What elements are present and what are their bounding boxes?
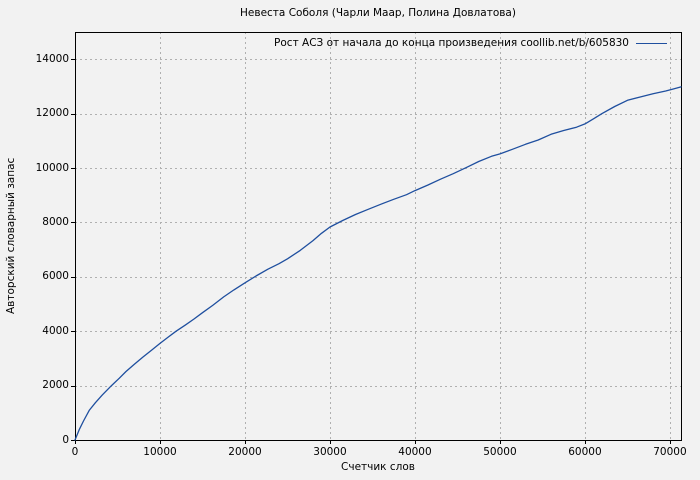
y-tick-label: 0 <box>62 433 69 446</box>
y-tick-label: 8000 <box>42 215 69 228</box>
series-line <box>74 86 682 441</box>
y-tick-label: 2000 <box>42 379 69 392</box>
x-tick-label: 0 <box>71 446 79 458</box>
x-tick-label: 70000 <box>653 446 687 458</box>
x-tick-label: 30000 <box>313 446 347 458</box>
plot-border <box>75 32 682 441</box>
x-axis-label: Счетчик слов <box>341 461 415 473</box>
y-tick-label: 4000 <box>42 324 69 337</box>
y-tick-label: 6000 <box>42 270 69 283</box>
x-tick-label: 60000 <box>568 446 602 458</box>
y-tick-label: 14000 <box>35 52 69 65</box>
legend-label: Рост АСЗ от начала до конца произведения… <box>274 37 629 49</box>
legend-line-sample <box>636 42 667 44</box>
y-tick-label: 10000 <box>35 161 69 174</box>
x-tick-label: 40000 <box>398 446 432 458</box>
x-tick-label: 10000 <box>143 446 177 458</box>
x-tick-label: 50000 <box>483 446 517 458</box>
y-tick-label: 12000 <box>35 107 69 120</box>
legend: Рост АСЗ от начала до конца произведения… <box>274 36 667 50</box>
chart-title: Невеста Соболя (Чарли Маар, Полина Довла… <box>240 7 516 19</box>
x-tick-label: 20000 <box>228 446 262 458</box>
